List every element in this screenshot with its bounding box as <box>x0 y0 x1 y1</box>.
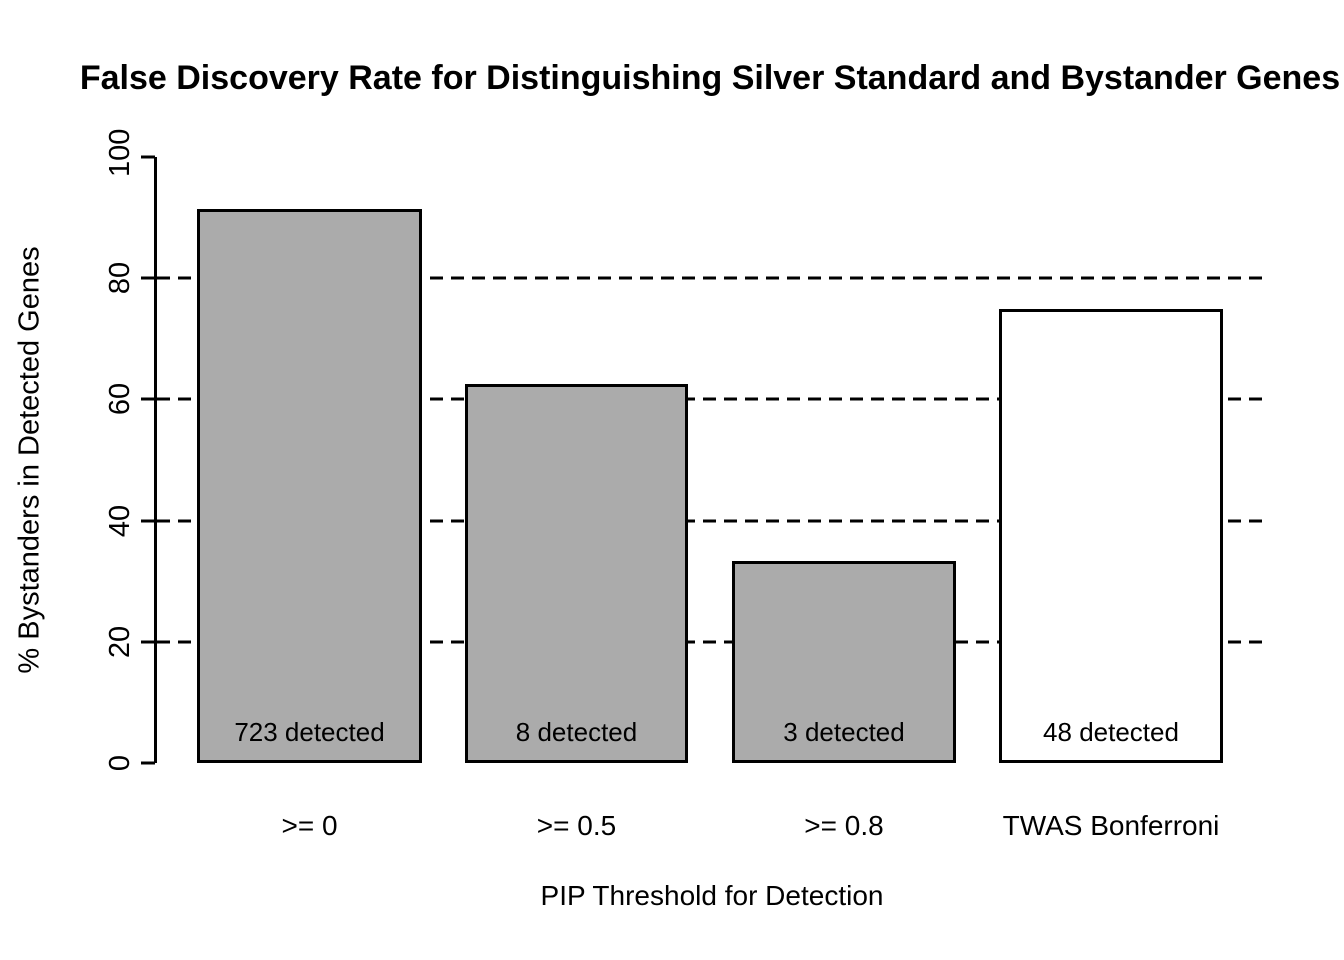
dashed-gridline-20 <box>157 640 1262 644</box>
y-tick-label-80: 80 <box>104 262 136 295</box>
bar-count-label: 3 detected <box>783 717 905 747</box>
x-category-label-pip-05: >= 0.5 <box>536 810 617 841</box>
y-tick-mark-0 <box>141 761 155 765</box>
y-axis-line <box>154 157 157 763</box>
dashed-gridline-60 <box>157 397 1262 401</box>
x-axis-title: PIP Threshold for Detection <box>540 880 884 911</box>
y-axis-title: % Bystanders in Detected Genes <box>13 246 46 674</box>
x-category-label-pip-08: >= 0.8 <box>804 810 884 841</box>
y-tick-mark-40 <box>141 519 155 523</box>
x-category-label-pip-0: >= 0 <box>281 810 338 841</box>
bar-pip-ge-0: 723 detected <box>197 209 422 763</box>
dashed-gridline-80 <box>157 276 1262 280</box>
x-category-label-twas: TWAS Bonferroni <box>1002 810 1220 841</box>
y-tick-label-40: 40 <box>104 504 136 537</box>
bar-twas-bonferroni: 48 detected <box>999 309 1223 763</box>
y-tick-mark-20 <box>141 640 155 644</box>
bar-count-label: 48 detected <box>1043 717 1179 747</box>
bar-pip-ge-0p8: 3 detected <box>732 561 956 763</box>
plot-area: 0 20 40 60 80 100 723 detected 8 detecte… <box>104 129 1268 841</box>
y-tick-label-60: 60 <box>104 383 136 416</box>
y-tick-label-100: 100 <box>104 128 136 177</box>
y-tick-mark-60 <box>141 397 155 401</box>
y-tick-mark-100 <box>141 155 155 159</box>
y-tick-label-20: 20 <box>104 625 136 658</box>
bar-pip-ge-0p5: 8 detected <box>465 384 688 763</box>
chart-title: False Discovery Rate for Distinguishing … <box>79 59 1341 97</box>
dashed-gridline-40 <box>157 519 1262 523</box>
y-tick-label-0: 0 <box>104 754 136 772</box>
bar-count-label: 8 detected <box>515 717 638 747</box>
y-tick-mark-80 <box>141 276 155 280</box>
bar-count-label: 723 detected <box>234 717 385 747</box>
